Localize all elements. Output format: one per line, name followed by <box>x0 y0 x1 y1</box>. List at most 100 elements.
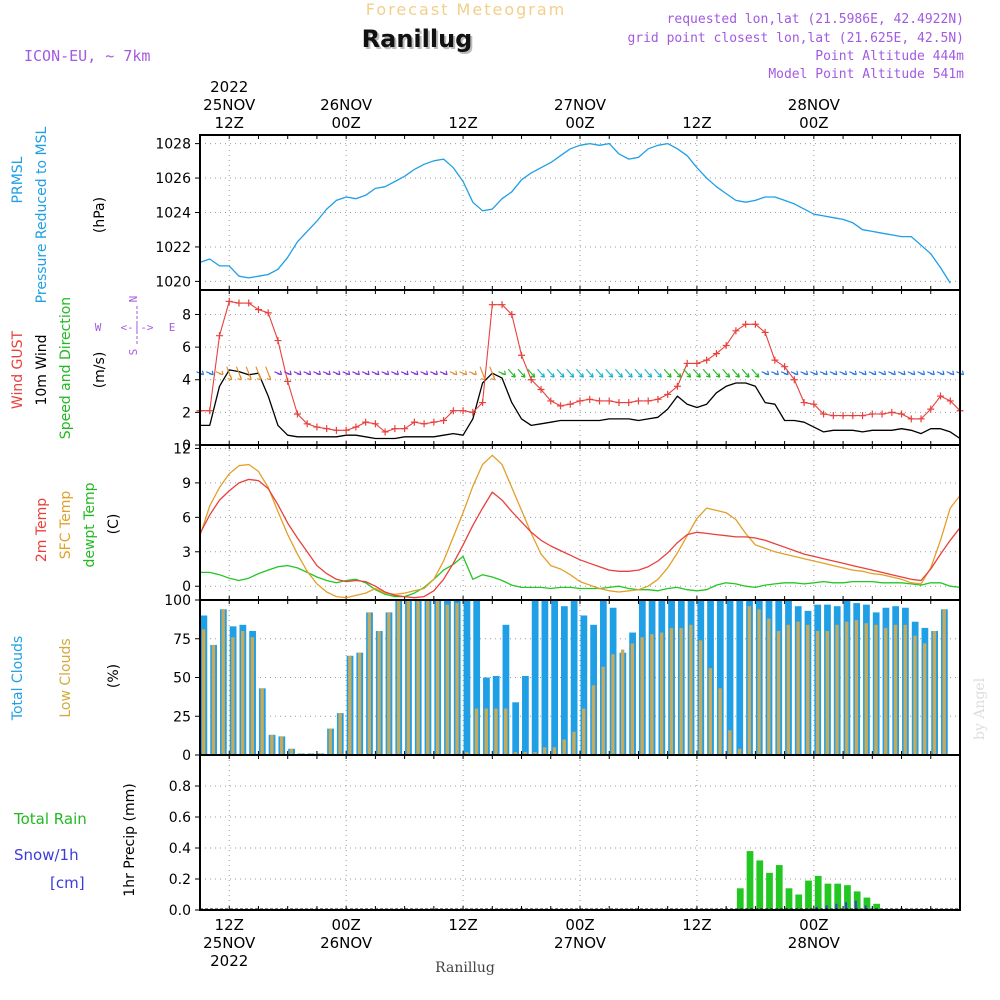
wind-direction-arrow <box>498 370 507 376</box>
wind-direction-arrow <box>741 368 750 378</box>
gust-marker <box>274 337 282 345</box>
gust-marker <box>323 425 331 433</box>
temp-unit: (C) <box>106 514 122 535</box>
low-cloud-bar <box>494 708 498 755</box>
model-name: ICON-EU, ~ 7km <box>24 47 150 65</box>
gust-marker <box>488 301 496 309</box>
wind-direction-arrow <box>780 370 789 376</box>
wind-direction-arrow <box>352 370 360 376</box>
gust-marker <box>732 327 740 335</box>
temperature-panel: 0 3 6 9 12 <box>173 441 961 601</box>
ytick-label: 0 <box>182 438 191 454</box>
low-cloud-bar <box>426 600 430 755</box>
rain-bar <box>785 888 793 910</box>
ytick-label: 8 <box>182 307 191 323</box>
wind-direction-arrow <box>810 370 818 376</box>
wind-direction-arrow <box>507 368 516 378</box>
low-cloud-bar <box>523 751 527 755</box>
model-altitude: Model Point Altitude 541m <box>768 67 964 82</box>
low-cloud-bar <box>240 631 245 755</box>
wind-direction-arrow <box>449 370 458 376</box>
ytick-label: 4 <box>182 373 191 389</box>
wind-direction-arrow <box>546 368 555 378</box>
ytick-label: 0.2 <box>169 872 191 888</box>
low-cloud-bar <box>435 600 440 755</box>
compass-s: S <box>127 349 140 356</box>
ytick-label: 0.4 <box>169 841 191 857</box>
wind-direction-arrow <box>654 368 662 378</box>
low-cloud-bar <box>552 747 557 755</box>
bottom-axis-label: 12Z <box>215 916 244 934</box>
low-cloud-bar <box>338 713 342 755</box>
low-cloud-bar <box>630 643 635 755</box>
gust-marker <box>420 420 428 428</box>
low-cloud-bar <box>757 609 761 755</box>
wind-side-labels: Wind GUST 10m Wind Speed and Direction (… <box>10 296 175 440</box>
ytick-label: 1022 <box>155 240 191 256</box>
rain-bar <box>863 897 871 910</box>
wind-direction-arrow <box>332 370 341 376</box>
wind-direction-arrow <box>868 370 877 376</box>
wind-direction-arrow <box>293 370 302 376</box>
temperature-frame <box>199 444 961 601</box>
temp2m-label: 2m Temp <box>34 498 50 562</box>
total-cloud-bar <box>502 624 510 755</box>
low-cloud-bar <box>533 751 537 755</box>
gust-marker <box>615 399 623 407</box>
wind-direction-arrow <box>283 370 292 376</box>
wind-direction-arrow <box>595 368 604 378</box>
gust-marker <box>722 341 730 349</box>
bottom-axis-label: 00Z <box>799 916 828 934</box>
low-cloud-bar <box>708 668 713 755</box>
sfc-label: SFC Temp <box>58 491 74 560</box>
wind-direction-arrow <box>624 368 633 378</box>
wind-direction-arrow <box>517 368 526 378</box>
product-title: Forecast Meteogram <box>366 0 566 19</box>
compass-e: E <box>169 321 176 334</box>
gust-marker <box>878 410 886 418</box>
gust-marker <box>693 359 701 367</box>
rain-bar <box>766 872 773 910</box>
wind-direction-arrow <box>800 370 809 376</box>
station-title: Ranillug <box>362 25 473 53</box>
gust-marker <box>761 328 769 336</box>
bottom-axis-label: 28NOV <box>788 934 841 952</box>
ytick-label: 9 <box>182 476 191 492</box>
wind-direction-arrow <box>576 368 585 378</box>
wind-direction-arrow <box>226 366 233 381</box>
low-cloud-bar <box>806 624 810 755</box>
wind-direction-arrow <box>391 370 399 376</box>
ytick-label: 0 <box>182 579 191 595</box>
gust-marker <box>371 420 379 428</box>
total-clouds-label: Total Clouds <box>10 636 26 721</box>
gust-marker <box>634 397 642 405</box>
wind-direction-arrow <box>605 368 614 378</box>
ytick-label: 0.6 <box>169 810 191 826</box>
low-cloud-bar <box>640 637 644 755</box>
wind-direction-arrow <box>897 370 906 376</box>
wind-direction-arrow <box>469 370 477 376</box>
low-cloud-bar <box>513 751 518 755</box>
low-cloud-bar <box>776 631 781 755</box>
low-cloud-bar <box>884 627 888 755</box>
gust-marker <box>829 412 837 420</box>
gust-marker <box>293 410 301 418</box>
low-cloud-bar <box>231 637 235 755</box>
gust-marker <box>410 418 418 426</box>
rain-bar <box>775 865 783 910</box>
gust-marker <box>313 423 321 431</box>
low-cloud-bar <box>718 688 722 755</box>
gust-marker <box>566 400 574 408</box>
wind-direction-arrow <box>771 370 779 376</box>
low-cloud-bar <box>815 631 820 755</box>
low-cloud-bar <box>737 748 742 755</box>
ytick-label: 6 <box>182 510 191 526</box>
gust-marker <box>917 415 925 423</box>
wind-direction-arrow <box>722 368 731 378</box>
low-cloud-bar <box>611 654 615 755</box>
ytick-label: 0.8 <box>169 779 191 795</box>
low-cloud-bar <box>328 728 333 755</box>
wind-direction-arrow <box>527 368 536 378</box>
